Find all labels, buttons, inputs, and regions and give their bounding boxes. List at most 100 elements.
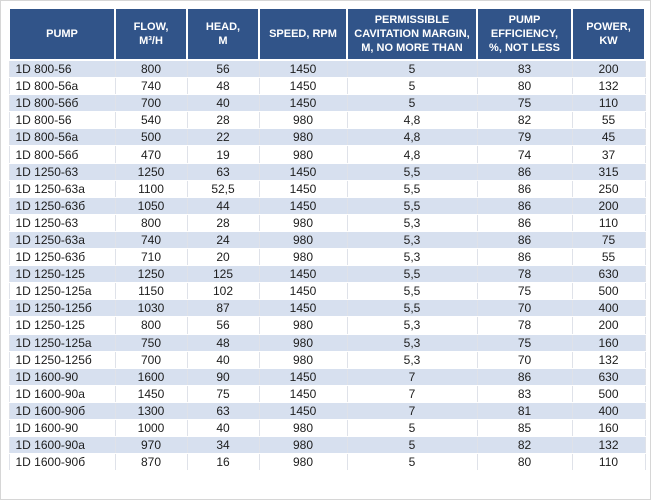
table-cell-speed: 1450 (258, 282, 348, 301)
table-cell-speed: 1450 (258, 77, 348, 96)
table-cell-efficiency: 78 (476, 265, 573, 284)
table-cell-power: 315 (571, 162, 646, 181)
table-cell-efficiency: 75 (476, 94, 573, 113)
pump-name-cell: 1D 800-56б (8, 94, 116, 113)
table-cell-efficiency: 86 (476, 162, 573, 181)
table-row: 1D 1250-63 800 28 980 5,3 86 110 (8, 213, 646, 232)
table-cell-efficiency: 86 (476, 248, 573, 267)
table-cell-flow: 540 (114, 111, 188, 130)
table-cell-cavitation: 5,5 (346, 282, 478, 301)
table-cell-cavitation: 5 (346, 77, 478, 96)
table-cell-head: 63 (186, 401, 260, 420)
table-cell-cavitation: 5,5 (346, 196, 478, 215)
table-cell-cavitation: 5 (346, 436, 478, 455)
table-cell-efficiency: 75 (476, 282, 573, 301)
table-row: 1D 1250-63б 1050 44 1450 5,5 86 200 (8, 196, 646, 215)
pump-name-cell: 1D 800-56 (8, 59, 116, 79)
column-header-power: POWER, KW (571, 7, 646, 61)
table-cell-speed: 1450 (258, 265, 348, 284)
pump-name-cell: 1D 1250-125 (8, 265, 116, 284)
pump-name-cell: 1D 1250-125б (8, 350, 116, 369)
table-cell-power: 630 (571, 367, 646, 386)
table-cell-head: 63 (186, 162, 260, 181)
table-cell-cavitation: 7 (346, 384, 478, 403)
table-cell-cavitation: 5,3 (346, 248, 478, 267)
table-row: 1D 1250-125 800 56 980 5,3 78 200 (8, 316, 646, 335)
table-row: 1D 1250-63б 710 20 980 5,3 86 55 (8, 248, 646, 267)
pump-name-cell: 1D 1600-90 (8, 418, 116, 438)
pump-name-cell: 1D 1600-90б (8, 401, 116, 420)
table-row: 1D 1250-63a 740 24 980 5,3 86 75 (8, 230, 646, 250)
table-cell-cavitation: 4,8 (346, 111, 478, 130)
table-cell-cavitation: 7 (346, 367, 478, 386)
pump-name-cell: 1D 1250-63б (8, 196, 116, 215)
table-cell-cavitation: 5 (346, 94, 478, 113)
table-row: 1D 800-56 540 28 980 4,8 82 55 (8, 111, 646, 130)
table-row: 1D 800-56a 740 48 1450 5 80 132 (8, 77, 646, 96)
pump-name-cell: 1D 1250-63a (8, 179, 116, 198)
table-cell-flow: 870 (114, 453, 188, 472)
table-cell-head: 87 (186, 299, 260, 318)
table-cell-efficiency: 85 (476, 418, 573, 438)
table-cell-flow: 1000 (114, 418, 188, 438)
pump-name-cell: 1D 1250-125б (8, 299, 116, 318)
column-header-efficiency: PUMP EFFICIENCY, %, NOT LESS (476, 7, 573, 61)
table-cell-speed: 980 (258, 333, 348, 352)
table-row: 1D 1250-63a 1100 52,5 1450 5,5 86 250 (8, 179, 646, 198)
table-cell-flow: 1600 (114, 367, 188, 386)
table-cell-speed: 980 (258, 350, 348, 369)
column-header-head: HEAD, M (186, 7, 260, 61)
table-cell-flow: 700 (114, 350, 188, 369)
table-cell-speed: 980 (258, 436, 348, 455)
table-cell-power: 400 (571, 401, 646, 420)
table-cell-power: 200 (571, 316, 646, 335)
table-cell-flow: 1300 (114, 401, 188, 420)
table-cell-power: 37 (571, 145, 646, 164)
table-row: 1D 800-56a 500 22 980 4,8 79 45 (8, 128, 646, 147)
table-cell-flow: 970 (114, 436, 188, 455)
pump-name-cell: 1D 1250-125a (8, 282, 116, 301)
table-cell-efficiency: 81 (476, 401, 573, 420)
table-row: 1D 1250-63 1250 63 1450 5,5 86 315 (8, 162, 646, 181)
table-cell-efficiency: 70 (476, 299, 573, 318)
table-cell-head: 34 (186, 436, 260, 455)
table-row: 1D 800-56б 700 40 1450 5 75 110 (8, 94, 646, 113)
pump-name-cell: 1D 1250-125a (8, 333, 116, 352)
table-cell-flow: 710 (114, 248, 188, 267)
table-row: 1D 1600-90a 1450 75 1450 7 83 500 (8, 384, 646, 403)
table-cell-efficiency: 79 (476, 128, 573, 147)
table-row: 1D 1600-90a 970 34 980 5 82 132 (8, 436, 646, 455)
table-cell-head: 125 (186, 265, 260, 284)
table-cell-head: 90 (186, 367, 260, 386)
table-cell-efficiency: 83 (476, 384, 573, 403)
table-cell-power: 160 (571, 333, 646, 352)
table-cell-power: 110 (571, 213, 646, 232)
table-cell-head: 44 (186, 196, 260, 215)
table-cell-cavitation: 5 (346, 418, 478, 438)
table-cell-power: 55 (571, 111, 646, 130)
table-cell-cavitation: 5,5 (346, 265, 478, 284)
table-cell-speed: 980 (258, 248, 348, 267)
table-cell-speed: 1450 (258, 367, 348, 386)
column-header-speed: SPEED, RPM (258, 7, 348, 61)
table-cell-efficiency: 86 (476, 196, 573, 215)
table-cell-cavitation: 5,3 (346, 350, 478, 369)
table-cell-power: 132 (571, 77, 646, 96)
table-cell-flow: 1150 (114, 282, 188, 301)
pump-name-cell: 1D 800-56a (8, 77, 116, 96)
table-cell-head: 22 (186, 128, 260, 147)
table-cell-speed: 1450 (258, 196, 348, 215)
table-row: 1D 1600-90 1000 40 980 5 85 160 (8, 418, 646, 438)
table-cell-efficiency: 86 (476, 179, 573, 198)
table-row: 1D 800-56 800 56 1450 5 83 200 (8, 59, 646, 79)
table-cell-efficiency: 78 (476, 316, 573, 335)
table-cell-head: 28 (186, 111, 260, 130)
table-cell-power: 132 (571, 436, 646, 455)
table-row: 1D 1250-125a 750 48 980 5,3 75 160 (8, 333, 646, 352)
pump-name-cell: 1D 1250-63 (8, 213, 116, 232)
table-cell-head: 24 (186, 230, 260, 250)
table-cell-power: 110 (571, 453, 646, 472)
table-row: 1D 1600-90 1600 90 1450 7 86 630 (8, 367, 646, 386)
table-cell-cavitation: 5,3 (346, 230, 478, 250)
table-cell-speed: 980 (258, 316, 348, 335)
